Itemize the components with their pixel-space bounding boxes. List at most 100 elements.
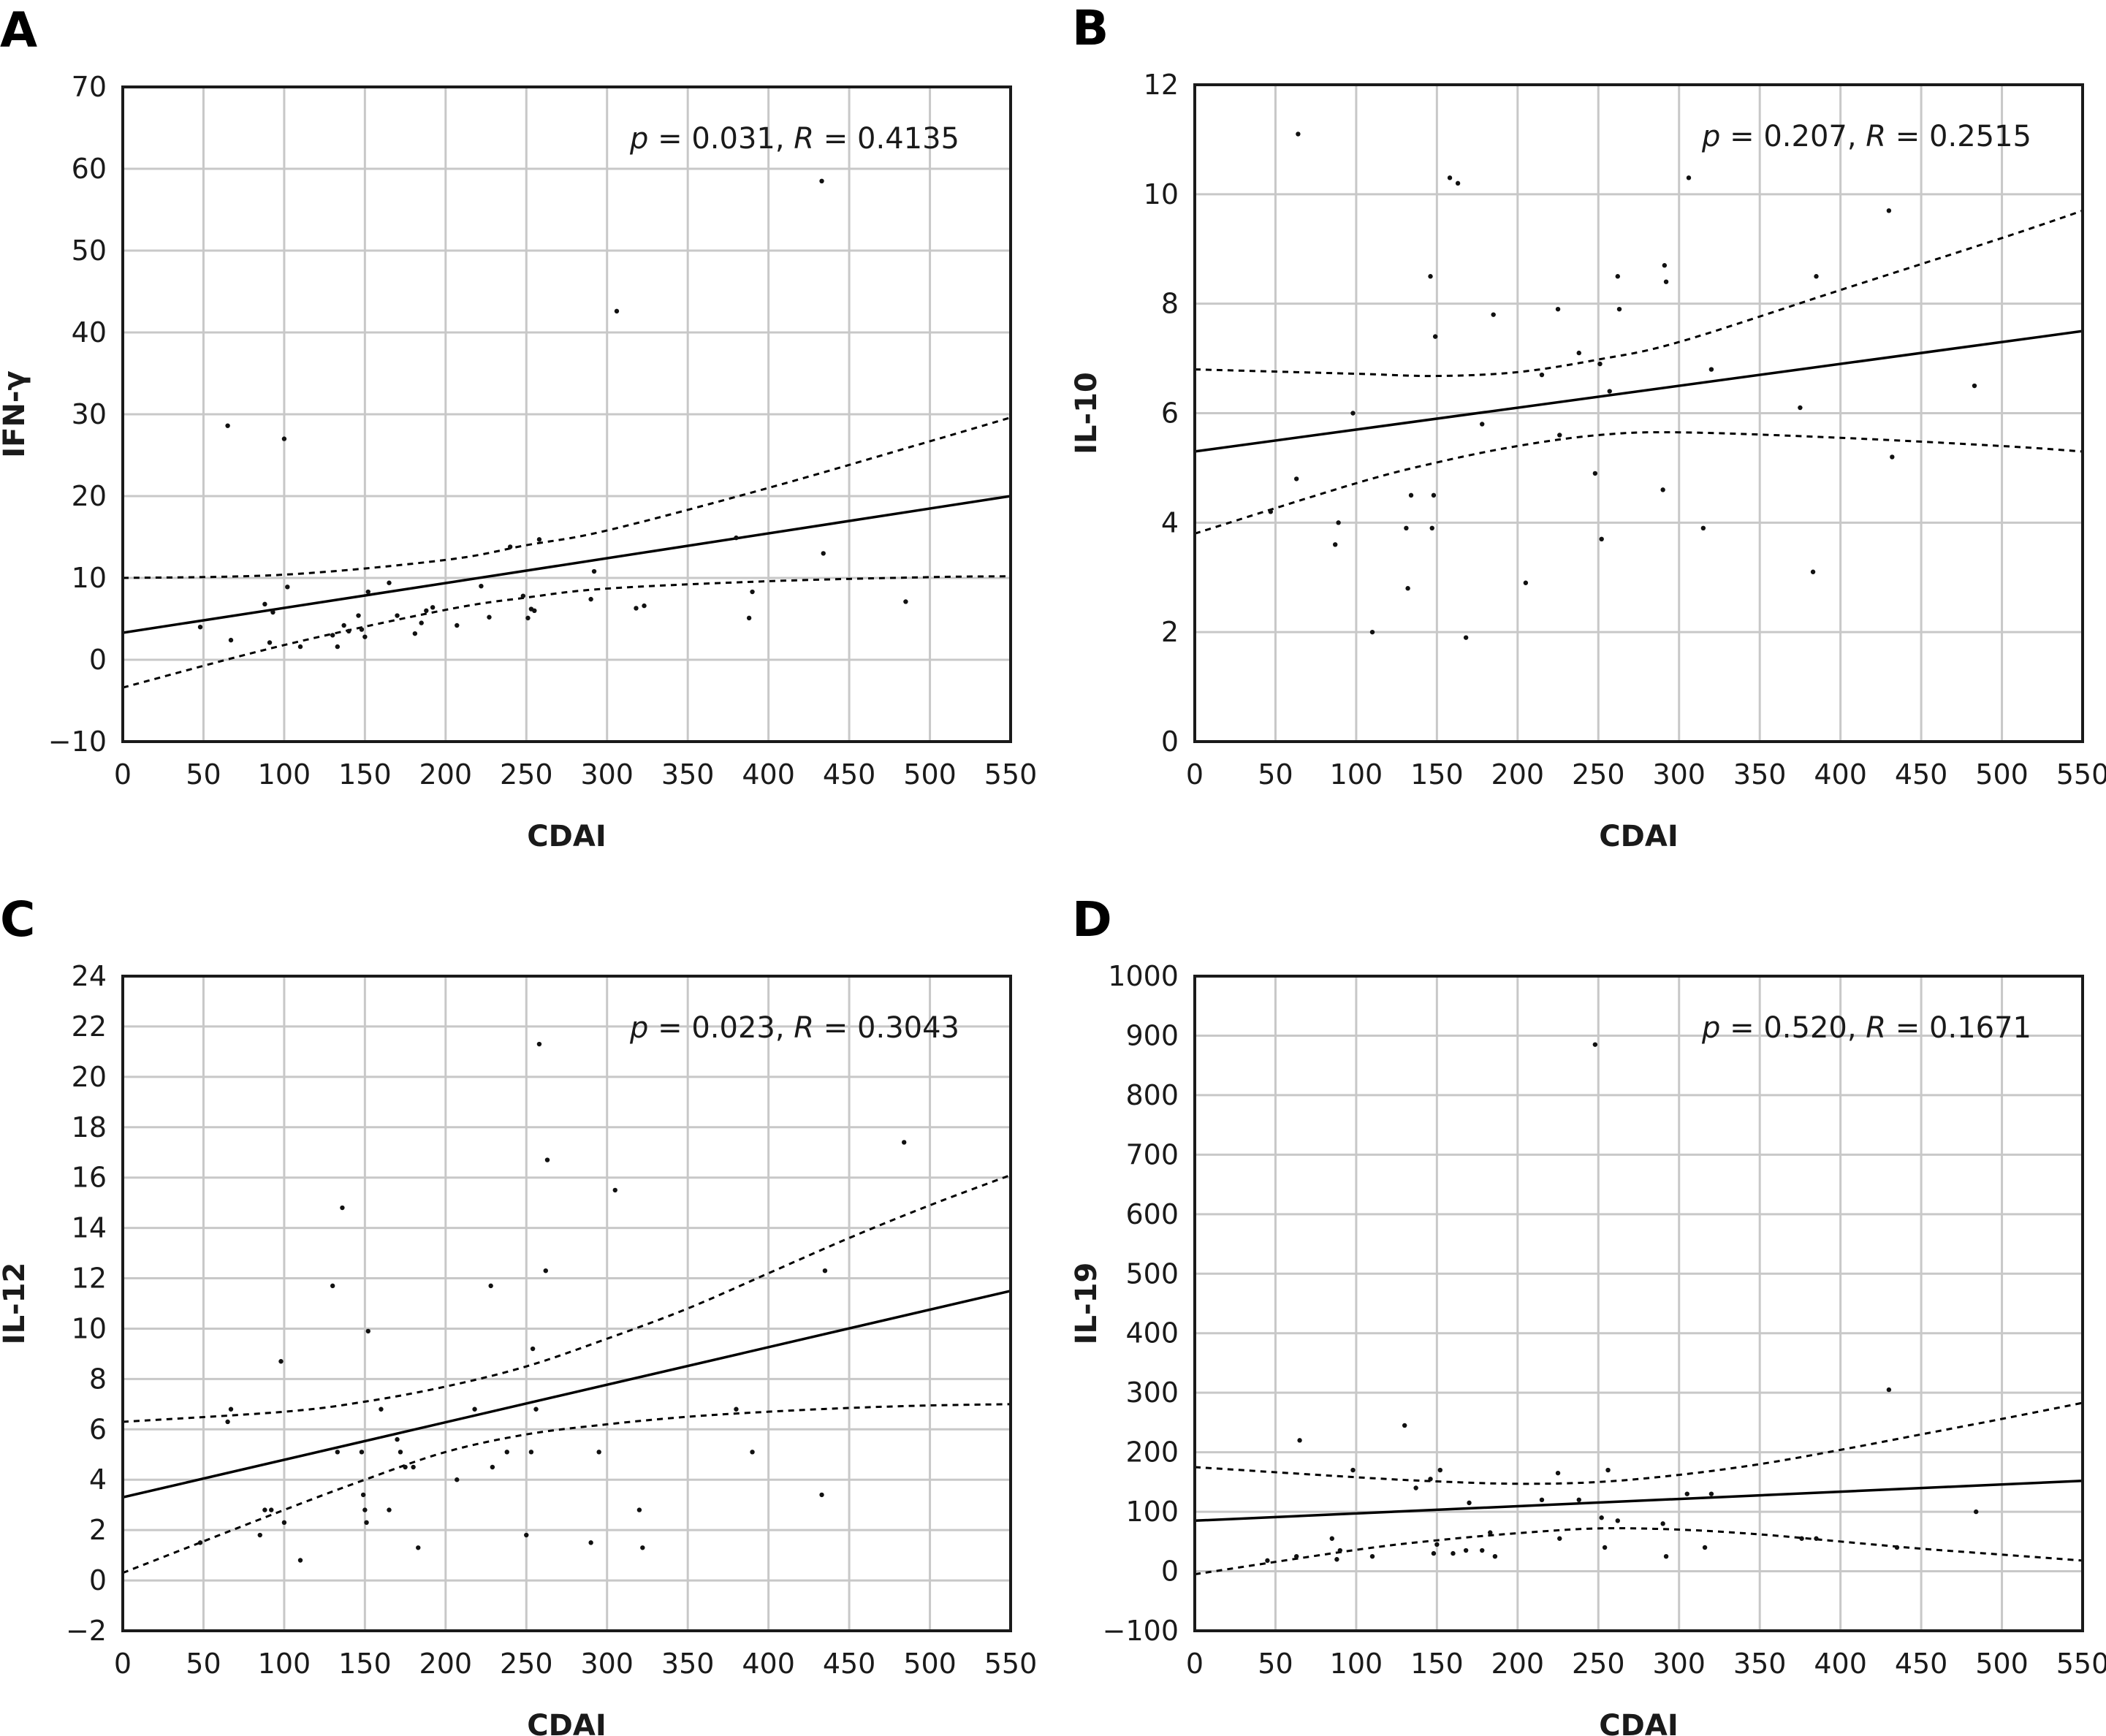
- y-tick-label: 0: [89, 644, 107, 676]
- panel-c: 0 50 100 150 200 250 300 350 400 450 500 550−202468…: [0, 891, 1037, 1736]
- data-point: [1432, 334, 1438, 339]
- data-point: [543, 1268, 548, 1274]
- data-point: [285, 585, 290, 590]
- y-axis-title: IL-12: [0, 1263, 31, 1345]
- y-tick-label: 16: [72, 1162, 107, 1194]
- p-symbol: p: [1701, 120, 1720, 153]
- data-point: [1429, 525, 1434, 531]
- data-point: [1408, 492, 1414, 498]
- x-tick-label: 350: [1733, 1648, 1787, 1680]
- data-point: [281, 1520, 287, 1526]
- ci-upper-line: [1195, 209, 2083, 378]
- data-point: [591, 568, 597, 574]
- data-point: [588, 596, 593, 602]
- data-point: [746, 615, 752, 621]
- x-tick-label: 300: [580, 758, 634, 791]
- y-axis-title: IL-19: [1070, 1263, 1103, 1345]
- y-tick-label: 200: [1125, 1436, 1179, 1469]
- x-tick-label: 300: [1652, 758, 1706, 791]
- p-value: = 0.520,: [1720, 1011, 1866, 1045]
- y-tick-label: 12: [1144, 69, 1179, 101]
- data-point: [1369, 1553, 1375, 1559]
- y-tick-label: 100: [1125, 1496, 1179, 1528]
- grid: [121, 975, 1012, 1632]
- regression-line: [123, 1290, 1011, 1499]
- x-tick-label: 400: [1814, 1648, 1867, 1680]
- data-point: [411, 1464, 416, 1470]
- data-point: [398, 1450, 403, 1455]
- ci-lower-line: [123, 1403, 1011, 1575]
- data-point: [1405, 586, 1410, 591]
- grid: [1193, 975, 2084, 1632]
- x-tick-label: 350: [661, 1648, 715, 1680]
- x-tick-label: 450: [1895, 1648, 1948, 1680]
- data-point: [1293, 1553, 1299, 1559]
- data-point: [636, 1507, 642, 1512]
- x-tick-label: 200: [419, 1648, 473, 1680]
- data-point: [341, 623, 346, 628]
- y-tick-label: 0: [89, 1564, 107, 1596]
- y-tick-label: −10: [48, 726, 107, 758]
- plot-frame: [121, 975, 1012, 1632]
- y-tick-label: 40: [72, 316, 107, 349]
- data-point: [1337, 1547, 1343, 1553]
- data-point: [1437, 1467, 1442, 1473]
- x-tick-label: 550: [2056, 1648, 2106, 1680]
- x-tick-label: 250: [500, 758, 553, 791]
- ci-upper-line: [123, 1173, 1011, 1423]
- data-point: [1463, 635, 1469, 640]
- x-axis-title: CDAI: [527, 1709, 606, 1736]
- panel-a: 0 50 100 150 200 250 300 350 400 450 500 550−100102…: [0, 2, 1037, 853]
- data-point: [1660, 487, 1665, 492]
- stat-annotation: p = 0.023, R = 0.3043: [629, 1011, 959, 1045]
- y-tick-label: 6: [89, 1413, 107, 1445]
- data-point: [533, 1406, 539, 1412]
- x-tick-label: 450: [823, 758, 876, 791]
- regression-line: [1195, 330, 2083, 453]
- data-point: [1599, 1515, 1604, 1520]
- stat-annotation: p = 0.520, R = 0.1671: [1701, 1011, 2031, 1045]
- x-tick-label: 450: [1895, 758, 1948, 791]
- data-point: [335, 644, 341, 650]
- data-point: [365, 589, 370, 595]
- x-tick-label: 400: [742, 758, 795, 791]
- data-point: [1555, 306, 1561, 312]
- data-point: [1894, 1545, 1900, 1550]
- data-point: [1886, 208, 1892, 213]
- x-tick-label: 550: [2056, 758, 2106, 791]
- y-tick-label: 10: [1144, 178, 1179, 210]
- x-tick-label: 0: [1186, 758, 1204, 791]
- data-point: [1708, 367, 1714, 372]
- data-point: [430, 605, 436, 610]
- data-point: [487, 614, 492, 620]
- r-symbol: R: [1866, 1011, 1886, 1045]
- x-tick-label: 400: [1814, 758, 1867, 791]
- x-tick-label: 0: [114, 1648, 132, 1680]
- data-point: [1686, 175, 1692, 180]
- data-point: [1404, 525, 1409, 531]
- panel-b: 0 50 100 150 200 250 300 350 400 450 500 550 0 2 4 6 8 10…: [1070, 0, 2106, 853]
- data-point: [1702, 1545, 1708, 1550]
- data-point: [532, 608, 537, 613]
- x-tick-label: 550: [984, 758, 1038, 791]
- x-tick-label: 150: [1410, 758, 1464, 791]
- data-point: [1428, 274, 1433, 279]
- data-point: [1447, 175, 1453, 180]
- data-point: [1428, 1477, 1433, 1482]
- data-point: [228, 1406, 234, 1412]
- data-point: [356, 613, 361, 618]
- data-point: [1592, 1042, 1598, 1047]
- data-point: [1467, 1500, 1472, 1506]
- data-point: [270, 609, 275, 615]
- x-axis-title: CDAI: [1599, 820, 1678, 853]
- data-point: [1369, 629, 1375, 635]
- y-axis-title: IFN-γ: [0, 370, 31, 458]
- data-point: [819, 1492, 824, 1498]
- x-tick-label: 0: [1186, 1648, 1204, 1680]
- x-tick-label: 250: [1572, 758, 1625, 791]
- r-symbol: R: [1866, 120, 1886, 153]
- y-tick-label: 18: [72, 1111, 107, 1143]
- data-point: [225, 423, 230, 428]
- data-point: [1684, 1491, 1689, 1496]
- y-tick-label: 22: [72, 1010, 107, 1043]
